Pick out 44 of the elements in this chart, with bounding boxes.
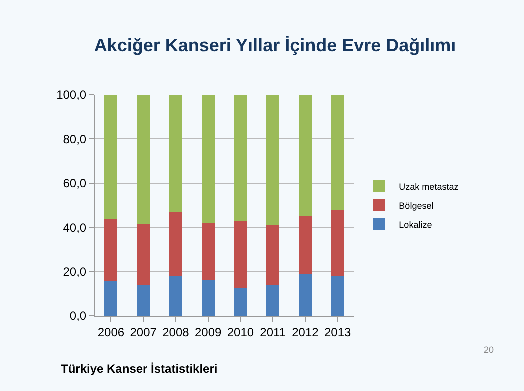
bar	[298, 274, 312, 316]
bar	[331, 210, 344, 276]
x-tick-label: 2012	[292, 325, 320, 340]
bar	[104, 218, 118, 282]
bar	[137, 95, 150, 224]
bar	[266, 95, 280, 226]
bar	[169, 95, 182, 212]
bar	[137, 224, 150, 286]
bar	[331, 276, 344, 316]
y-tick-label: 20,0	[63, 265, 87, 279]
legend-label: Lokalize	[399, 220, 432, 230]
y-tick-label: 100,0	[56, 88, 87, 102]
bar	[202, 280, 215, 316]
x-tick-label: 2006	[98, 325, 125, 340]
bar	[202, 95, 215, 224]
y-tick-label: 60,0	[63, 176, 87, 191]
legend-label: Bölgesel	[399, 201, 434, 212]
y-tick-label: 40,0	[63, 220, 87, 235]
x-tick-label: 2008	[162, 325, 190, 340]
chart-title: Akciğer Kanseri Yıllar İçinde Evre Dağılımı	[94, 36, 456, 56]
bar	[331, 95, 344, 210]
x-tick-label: 2013	[324, 325, 352, 340]
bar	[298, 95, 312, 217]
text: 20	[484, 345, 494, 355]
bar	[202, 223, 215, 281]
bar	[104, 95, 118, 219]
bar	[298, 216, 312, 274]
x-tick-label: 2007	[130, 325, 158, 340]
bar	[234, 95, 248, 221]
bar	[104, 282, 118, 316]
bar	[169, 212, 182, 276]
bar	[234, 220, 248, 289]
bar	[266, 225, 280, 286]
x-tick-label: 2011	[260, 325, 286, 340]
bar	[234, 288, 248, 316]
x-tick-label: 2010	[227, 325, 254, 340]
legend-label: Uzak metastaz	[399, 182, 460, 192]
y-tick-label: 80,0	[63, 132, 87, 146]
bar	[169, 276, 182, 316]
text: Türkiye Kanser İstatistikleri	[61, 362, 218, 376]
x-tick-label: 2009	[194, 325, 222, 340]
bar	[137, 285, 150, 316]
bar	[266, 285, 280, 316]
y-tick-label: 0,0	[70, 309, 87, 324]
